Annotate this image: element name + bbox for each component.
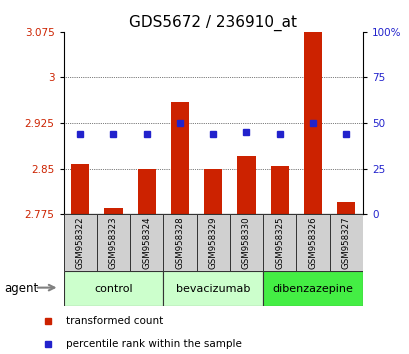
Bar bbox=[163, 271, 263, 306]
Text: GSM958324: GSM958324 bbox=[142, 216, 151, 269]
Bar bbox=[263, 271, 362, 306]
Bar bbox=[137, 169, 155, 214]
Bar bbox=[204, 169, 222, 214]
Text: control: control bbox=[94, 284, 133, 293]
Text: transformed count: transformed count bbox=[65, 316, 163, 326]
Bar bbox=[163, 214, 196, 271]
Bar bbox=[263, 214, 296, 271]
Bar bbox=[237, 156, 255, 214]
Text: GSM958322: GSM958322 bbox=[76, 216, 85, 269]
Bar bbox=[229, 214, 263, 271]
Text: GSM958328: GSM958328 bbox=[175, 216, 184, 269]
Bar bbox=[196, 214, 229, 271]
Text: bevacizumab: bevacizumab bbox=[175, 284, 250, 293]
Text: GSM958326: GSM958326 bbox=[308, 216, 317, 269]
Text: percentile rank within the sample: percentile rank within the sample bbox=[65, 339, 241, 349]
Text: GSM958330: GSM958330 bbox=[241, 216, 250, 269]
Bar bbox=[296, 214, 329, 271]
Text: GSM958327: GSM958327 bbox=[341, 216, 350, 269]
Bar bbox=[270, 166, 288, 214]
Bar bbox=[104, 208, 122, 214]
Bar bbox=[63, 214, 97, 271]
Text: GSM958323: GSM958323 bbox=[109, 216, 118, 269]
Bar bbox=[130, 214, 163, 271]
Bar bbox=[329, 214, 362, 271]
Bar bbox=[71, 164, 89, 214]
Bar bbox=[63, 271, 163, 306]
Title: GDS5672 / 236910_at: GDS5672 / 236910_at bbox=[129, 14, 297, 30]
Bar bbox=[171, 102, 189, 214]
Bar bbox=[336, 202, 355, 214]
Text: GSM958325: GSM958325 bbox=[274, 216, 283, 269]
Text: GSM958329: GSM958329 bbox=[208, 216, 217, 269]
Text: dibenzazepine: dibenzazepine bbox=[272, 284, 353, 293]
Text: agent: agent bbox=[4, 282, 38, 295]
Bar bbox=[303, 7, 321, 214]
Bar bbox=[97, 214, 130, 271]
